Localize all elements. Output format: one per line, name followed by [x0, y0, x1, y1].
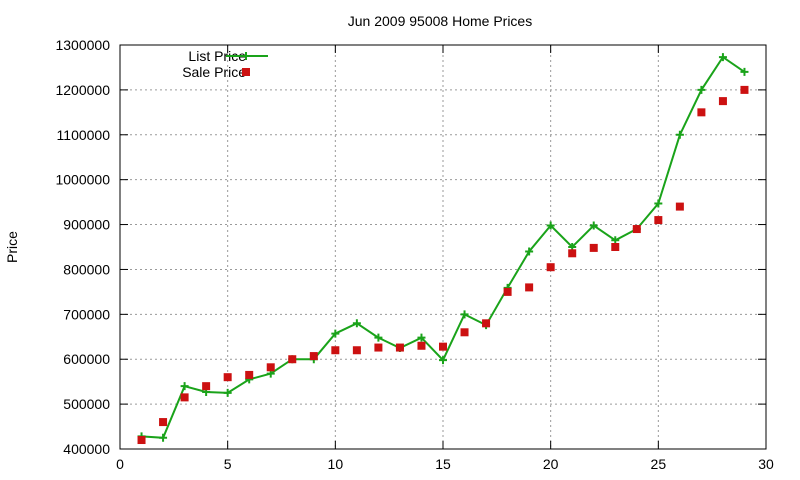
legend-label: List Price [188, 48, 246, 64]
x-tick-label: 0 [116, 456, 124, 472]
list-price-point [611, 236, 620, 245]
list-price-point [180, 382, 189, 391]
sale-price-point [202, 382, 211, 391]
sale-price-point [697, 108, 706, 117]
x-tick-label: 20 [543, 456, 559, 472]
sale-price-point [352, 346, 361, 355]
sale-price-point [374, 343, 383, 352]
plot-frame [119, 44, 767, 450]
chart-title: Jun 2009 95008 Home Prices [348, 13, 532, 29]
list-price-point [525, 247, 534, 256]
sale-price-point [180, 393, 189, 402]
list-price-point [675, 130, 684, 139]
series-sale-price [137, 85, 749, 445]
axis-ticks: 400000 500000 600000 700000 800000 900000 1000… [55, 37, 774, 472]
sale-price-point [718, 97, 727, 106]
list-price-point [374, 333, 383, 342]
sale-price-point [288, 355, 297, 364]
sale-price-point [266, 363, 275, 372]
sale-price-point [223, 373, 232, 382]
y-tick-label: 500000 [63, 396, 110, 412]
sale-price-point [395, 343, 404, 352]
y-tick-label: 1200000 [55, 82, 110, 98]
sale-price-point [675, 202, 684, 211]
list-price-point [740, 67, 749, 76]
sale-price-point [159, 418, 168, 427]
list-price-point [352, 319, 361, 328]
sale-price-point [482, 319, 491, 328]
grid [120, 45, 766, 449]
list-price-point [439, 356, 447, 365]
y-tick-label: 400000 [63, 441, 110, 457]
list-price-point [460, 310, 469, 319]
sale-price-point [309, 352, 318, 361]
sale-price-point [331, 346, 340, 355]
x-tick-label: 30 [758, 456, 774, 472]
list-price-point [223, 388, 232, 397]
list-price-point [546, 221, 555, 230]
sale-price-point [611, 243, 620, 251]
sale-price-point [632, 225, 641, 234]
y-tick-label: 600000 [63, 351, 110, 367]
x-tick-label: 10 [328, 456, 344, 472]
plot-series [137, 53, 749, 445]
y-tick-label: 800000 [63, 261, 110, 277]
sale-price-point [525, 283, 534, 292]
legend-plus-marker [242, 52, 250, 60]
list-price-point [697, 85, 706, 94]
list-price-point [331, 329, 340, 338]
sale-price-point [503, 287, 512, 296]
sale-price-point [245, 370, 254, 379]
sale-price-point [654, 216, 663, 225]
sale-price-point [137, 436, 146, 445]
sale-price-point [439, 342, 447, 351]
y-tick-label: 700000 [63, 306, 110, 322]
list-price-point [718, 53, 727, 62]
y-tick-label: 900000 [63, 217, 110, 233]
x-tick-label: 25 [651, 456, 667, 472]
sale-price-point [568, 249, 577, 258]
sale-price-point [589, 243, 598, 252]
list-price-point [589, 221, 598, 230]
list-price-point [654, 199, 663, 208]
sale-price-point [546, 263, 555, 272]
y-axis-label: Price [4, 231, 20, 263]
y-tick-label: 1100000 [57, 127, 111, 143]
x-tick-label: 15 [435, 456, 451, 472]
sale-price-point [460, 328, 469, 337]
list-price-point [159, 433, 168, 442]
legend-square-marker [242, 68, 250, 76]
list-price-point [417, 333, 426, 342]
y-tick-label: 1300000 [55, 37, 110, 53]
legend-label: Sale Price [182, 64, 246, 80]
sale-price-point [740, 85, 749, 94]
x-tick-label: 5 [224, 456, 232, 472]
sale-price-point [417, 341, 426, 350]
y-tick-label: 1000000 [55, 172, 110, 188]
